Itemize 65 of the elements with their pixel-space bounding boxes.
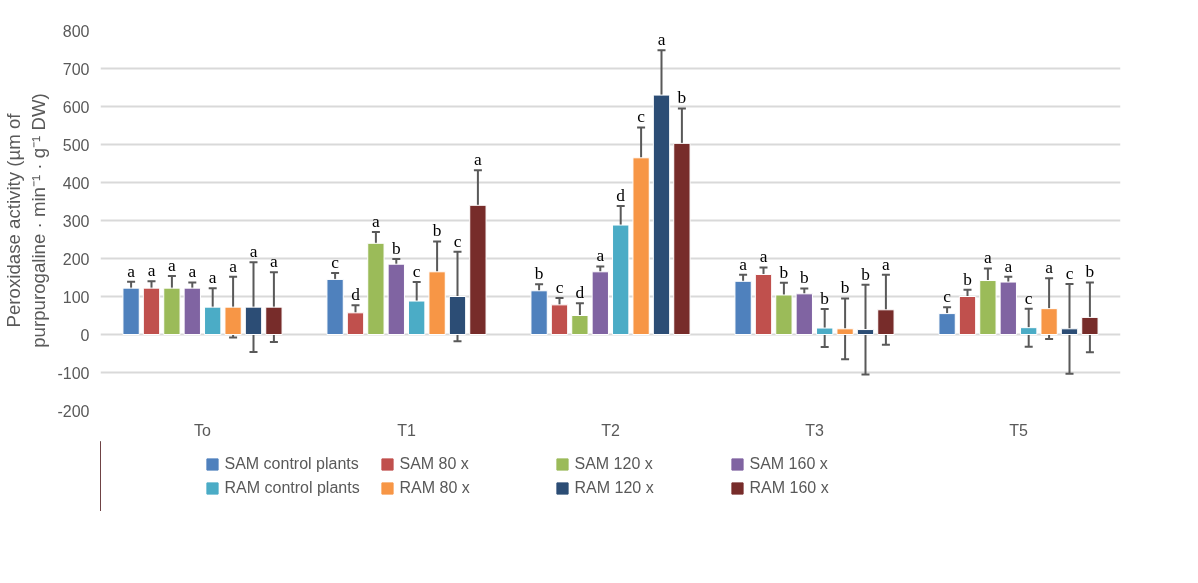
data-label: a — [739, 254, 748, 274]
data-label: d — [351, 285, 361, 305]
data-label: b — [840, 278, 850, 298]
y-tick-label: -100 — [57, 364, 90, 382]
y-tick-label: 600 — [62, 98, 90, 116]
legend-label: RAM control plants — [224, 479, 361, 497]
data-label: b — [963, 269, 972, 289]
data-label: a — [229, 256, 238, 276]
data-label: b — [391, 238, 401, 258]
data-label: a — [249, 242, 258, 262]
data-label: c — [943, 287, 952, 306]
data-label: a — [882, 254, 891, 274]
data-label: a — [188, 262, 197, 282]
data-label: c — [331, 252, 340, 272]
data-label: b — [534, 264, 544, 284]
data-label: a — [168, 255, 177, 275]
data-label: a — [474, 150, 483, 170]
y-tick-label: 700 — [62, 60, 90, 78]
y-axis-title: Peroxidase activity (µm of purpurogaline · min⁻¹ · g⁻¹ DW) — [3, 93, 50, 348]
data-label: a — [127, 261, 136, 281]
data-label: b — [432, 221, 442, 241]
data-label: a — [984, 248, 993, 268]
y-tick-label: 500 — [62, 136, 90, 154]
data-label: c — [412, 261, 421, 281]
legend-label: RAM 120 x — [574, 479, 655, 497]
y-tick-label: 800 — [62, 22, 90, 40]
x-tick-label: T1 — [397, 421, 416, 439]
x-tick-label: T3 — [805, 421, 824, 439]
y-tick-label: 400 — [62, 174, 90, 192]
y-tick-label: 0 — [80, 326, 90, 344]
data-label: c — [1024, 288, 1033, 308]
legend-label: RAM 160 x — [749, 479, 830, 497]
data-label: a — [657, 30, 666, 50]
data-label: b — [799, 268, 809, 288]
data-label: a — [270, 252, 279, 272]
legend-label: SAM 120 x — [574, 455, 654, 473]
data-label: c — [1065, 263, 1074, 283]
x-tick-label: T5 — [1009, 421, 1028, 439]
data-label: b — [779, 262, 789, 282]
data-label: a — [208, 268, 217, 287]
y-tick-label: -200 — [57, 402, 90, 420]
data-label: c — [555, 277, 564, 297]
data-label: b — [861, 264, 870, 284]
data-label: c — [453, 231, 462, 251]
legend-label: SAM control plants — [224, 455, 360, 473]
data-label: a — [372, 211, 381, 231]
data-label: a — [596, 246, 605, 266]
y-tick-label: 200 — [62, 250, 90, 268]
y-tick-label: 100 — [62, 288, 90, 306]
data-label: a — [147, 261, 156, 281]
data-label: a — [1004, 256, 1013, 276]
data-label: b — [1085, 262, 1095, 282]
legend-label: SAM 80 x — [399, 455, 470, 473]
data-label: b — [820, 288, 830, 308]
x-tick-label: T2 — [601, 421, 620, 439]
data-label: d — [575, 283, 585, 303]
data-label: a — [759, 247, 768, 267]
y-tick-label: 300 — [62, 212, 90, 230]
data-label: a — [1045, 258, 1054, 278]
x-tick-label: To — [194, 421, 212, 439]
legend-label: SAM 160 x — [749, 455, 829, 473]
data-label: c — [637, 107, 646, 127]
data-label: b — [677, 88, 687, 108]
legend-label: RAM 80 x — [399, 479, 471, 497]
data-label: d — [616, 185, 626, 205]
